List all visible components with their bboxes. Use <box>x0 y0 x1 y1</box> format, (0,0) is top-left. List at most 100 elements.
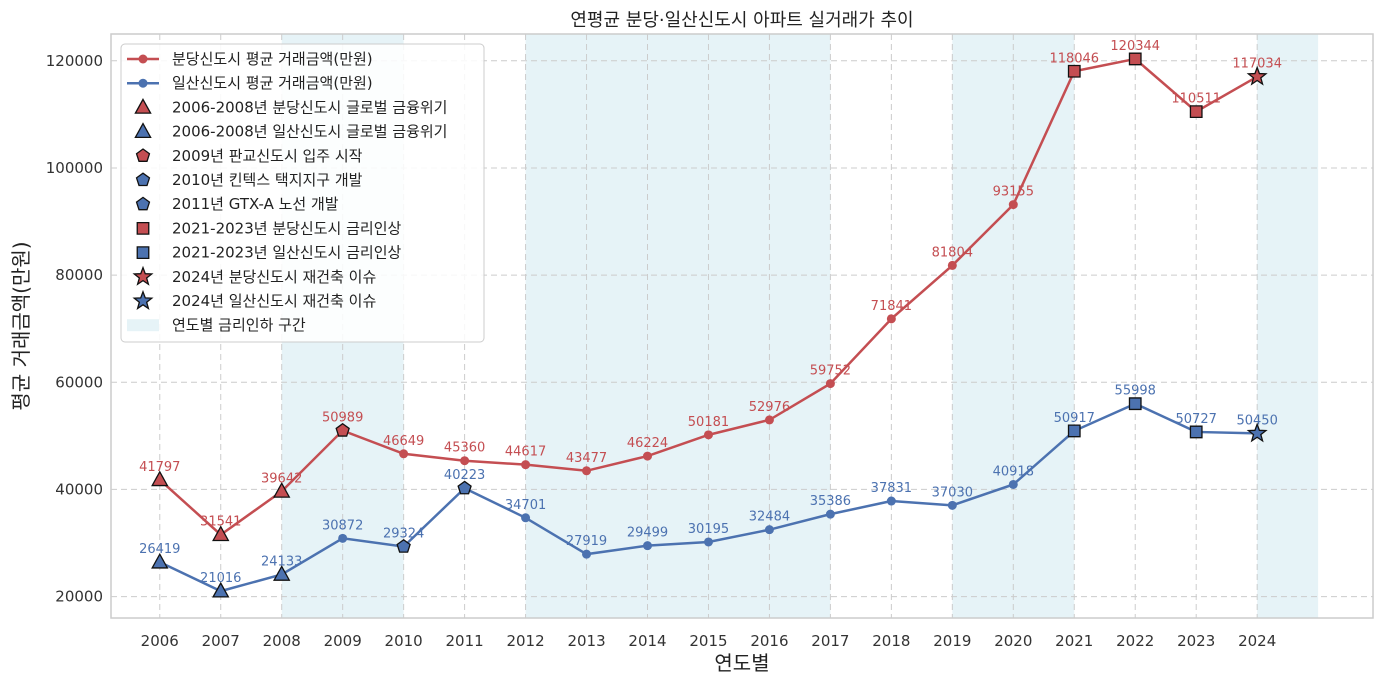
event-marker-star <box>1246 65 1268 86</box>
legend-label: 분당신도시 평균 거래금액(만원) <box>172 50 373 68</box>
data-point <box>947 500 957 510</box>
data-label: 110511 <box>1171 92 1221 107</box>
data-point <box>764 415 774 425</box>
legend-label: 연도별 금리인하 구간 <box>172 316 306 334</box>
legend-marker-swatch <box>134 98 152 114</box>
data-label: 29499 <box>627 526 668 541</box>
x-tick-label: 2007 <box>202 632 240 650</box>
event-marker-pentagon <box>457 480 472 495</box>
data-label: 46224 <box>627 436 668 451</box>
y-tick-label: 20000 <box>55 588 103 606</box>
data-point <box>399 449 409 459</box>
legend-label: 2006-2008년 분당신도시 글로벌 금융위기 <box>172 98 447 116</box>
data-label: 50917 <box>1054 411 1095 426</box>
legend-label: 일산신도시 평균 거래금액(만원) <box>172 74 373 92</box>
x-tick-label: 2021 <box>1055 632 1093 650</box>
event-marker-triangle <box>273 565 291 581</box>
y-axis-title: 평균 거래금액(만원) <box>9 241 33 410</box>
data-label: 117034 <box>1232 57 1282 72</box>
data-label: 52976 <box>749 400 790 415</box>
legend-marker-swatch <box>132 289 154 310</box>
event-marker-triangle <box>212 581 230 598</box>
data-label: 26419 <box>139 542 180 557</box>
shaded-region <box>525 34 831 618</box>
data-label: 50989 <box>322 411 363 426</box>
x-tick-label: 2011 <box>446 632 484 650</box>
x-tick-label: 2017 <box>811 632 849 650</box>
y-tick-label: 100000 <box>46 159 103 177</box>
data-label: 50181 <box>688 415 729 430</box>
legend-point-swatch <box>138 78 148 88</box>
data-point <box>643 541 653 551</box>
data-point <box>521 460 531 470</box>
legend-marker-swatch <box>132 265 154 286</box>
data-label: 21016 <box>200 571 241 586</box>
event-marker-square <box>1189 105 1203 119</box>
data-point <box>886 314 896 324</box>
event-marker-square <box>1128 397 1142 411</box>
data-label: 55998 <box>1115 384 1156 399</box>
legend-label: 2024년 분당신도시 재건축 이슈 <box>172 268 376 286</box>
data-point <box>338 533 348 543</box>
event-marker-pentagon <box>335 422 350 437</box>
event-marker-star <box>1246 422 1268 443</box>
data-label: 30872 <box>322 518 363 533</box>
data-label: 40223 <box>444 468 485 483</box>
data-point <box>643 451 653 461</box>
data-point <box>703 430 713 440</box>
legend-label: 2010년 킨텍스 택지지구 개발 <box>172 171 363 189</box>
legend-label: 2021-2023년 분당신도시 금리인상 <box>172 219 401 237</box>
data-label: 30195 <box>688 522 729 537</box>
data-point <box>521 513 531 523</box>
chart-title: 연평균 분당·일산신도시 아파트 실거래가 추이 <box>570 10 913 31</box>
plot-frame <box>110 33 1374 619</box>
data-label: 93155 <box>993 185 1034 200</box>
x-tick-label: 2016 <box>750 632 788 650</box>
data-label: 81804 <box>932 245 973 260</box>
legend-label: 2009년 판교신도시 입주 시작 <box>172 147 363 165</box>
legend-marker-swatch <box>136 246 150 260</box>
data-label: 50727 <box>1176 412 1217 427</box>
x-tick-label: 2010 <box>385 632 423 650</box>
x-tick-label: 2024 <box>1238 632 1276 650</box>
legend-marker-swatch <box>136 221 150 235</box>
legend-label: 2011년 GTX-A 노선 개발 <box>172 195 339 213</box>
x-tick-label: 2006 <box>141 632 179 650</box>
y-tick-label: 60000 <box>55 373 103 391</box>
y-tick-label: 80000 <box>55 266 103 284</box>
legend-label: 2006-2008년 일산신도시 글로벌 금융위기 <box>172 123 447 141</box>
event-marker-pentagon <box>396 539 411 553</box>
x-tick-label: 2015 <box>689 632 727 650</box>
x-tick-label: 2019 <box>933 632 971 650</box>
data-label: 59752 <box>810 364 851 379</box>
event-marker-triangle <box>212 525 230 542</box>
legend-patch-swatch <box>127 319 159 332</box>
y-tick-label: 40000 <box>55 480 103 498</box>
x-tick-label: 2020 <box>994 632 1032 650</box>
data-label: 34701 <box>505 498 546 513</box>
data-label: 24133 <box>261 554 302 569</box>
data-label: 41797 <box>139 460 180 475</box>
legend: 분당신도시 평균 거래금액(만원) 일산신도시 평균 거래금액(만원) 2006-2… <box>120 43 485 343</box>
data-point <box>460 456 470 466</box>
legend-marker-swatch <box>135 148 151 162</box>
data-label: 71841 <box>871 299 912 314</box>
data-label: 120344 <box>1110 39 1160 54</box>
legend-marker-swatch <box>135 196 151 211</box>
event-marker-square <box>1128 52 1142 66</box>
data-label: 40918 <box>993 464 1034 479</box>
data-point <box>947 260 957 270</box>
data-label: 31541 <box>200 515 241 530</box>
data-point <box>582 466 592 476</box>
event-marker-square <box>1067 64 1081 78</box>
x-tick-label: 2014 <box>628 632 666 650</box>
data-point <box>1008 479 1018 489</box>
data-label: 44617 <box>505 445 546 460</box>
data-label: 46649 <box>383 434 424 449</box>
data-point <box>886 496 896 506</box>
event-marker-square <box>1067 424 1081 438</box>
data-point <box>703 537 713 547</box>
legend-box <box>120 43 485 343</box>
x-tick-label: 2012 <box>506 632 544 650</box>
